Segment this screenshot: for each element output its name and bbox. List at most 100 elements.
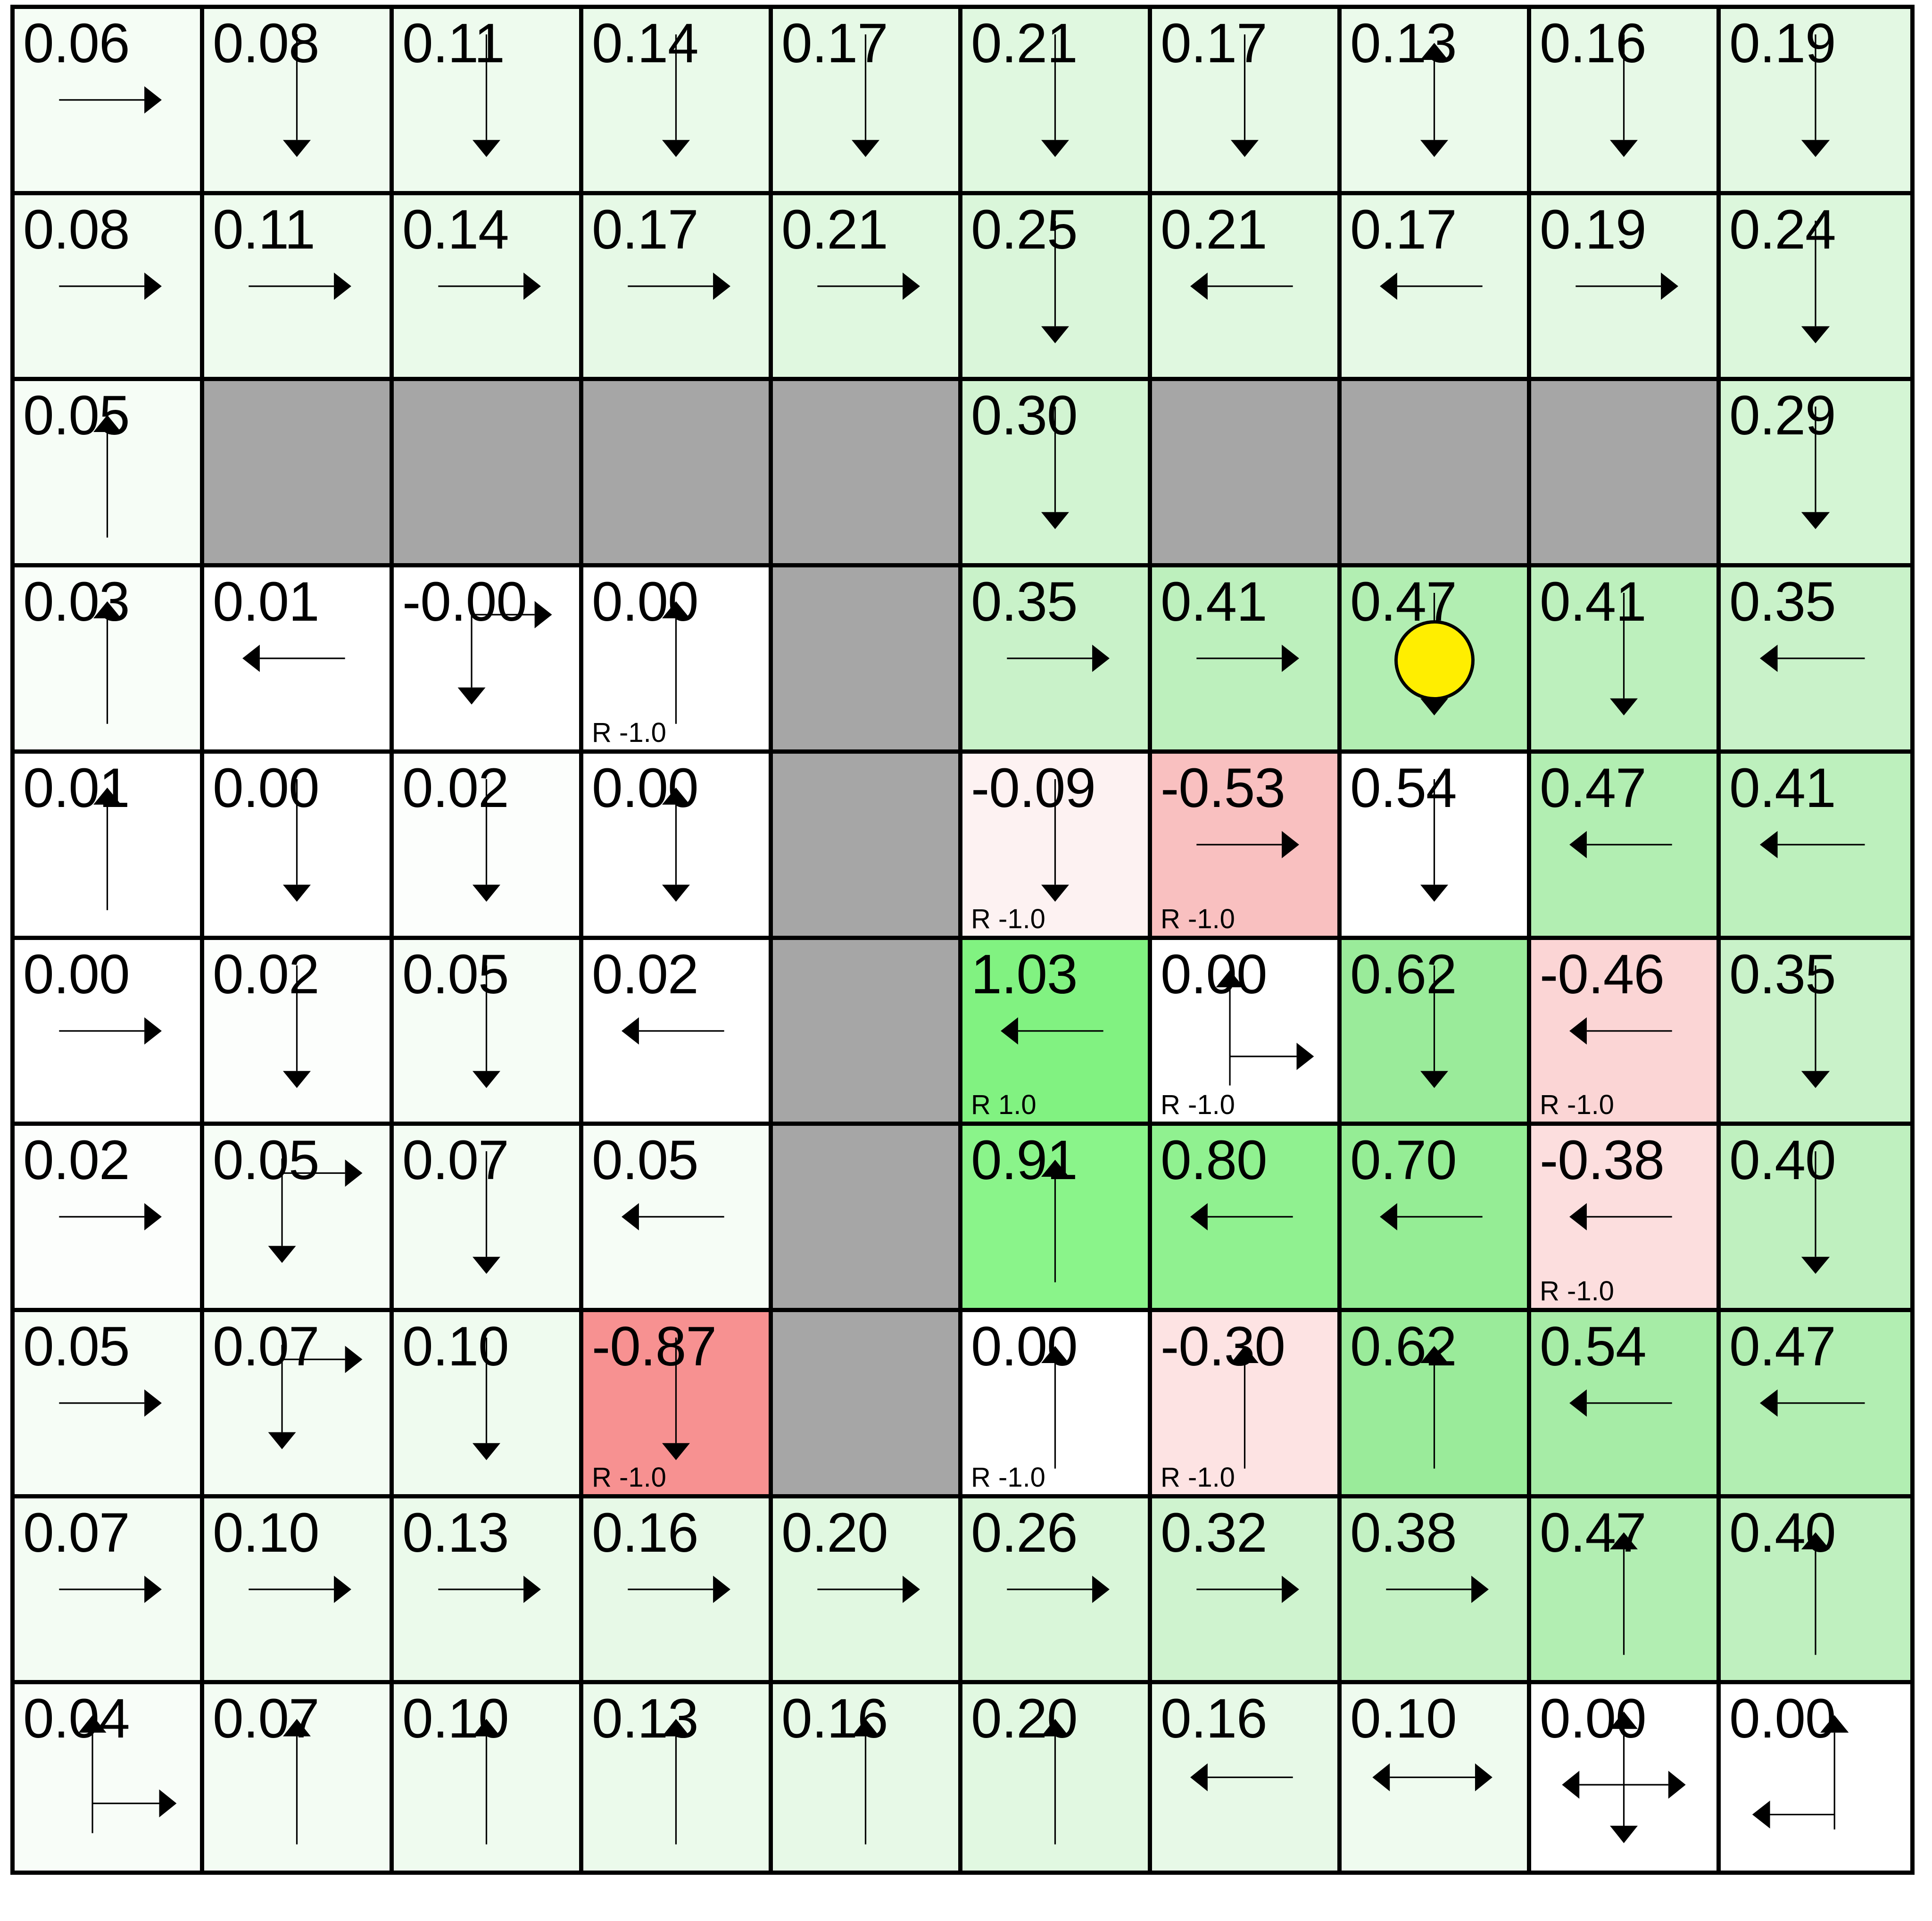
state-value: 0.08: [23, 198, 130, 261]
state-value: -0.30: [1161, 1315, 1285, 1378]
state-cell: 0.17: [773, 9, 962, 195]
state-cell: 0.41: [1721, 753, 1910, 940]
state-value: 0.19: [1540, 198, 1647, 261]
state-cell: 0.91: [962, 1126, 1152, 1312]
state-cell: 0.24: [1721, 195, 1910, 382]
state-value: 0.05: [402, 943, 509, 1006]
state-value: 0.35: [971, 571, 1078, 633]
state-value: 0.10: [402, 1688, 509, 1750]
state-cell: 0.16: [1152, 1684, 1342, 1871]
state-cell: 0.10: [394, 1684, 583, 1871]
state-value: -0.46: [1540, 943, 1665, 1006]
state-cell: 0.02: [15, 1126, 204, 1312]
state-value: 0.16: [592, 1501, 699, 1564]
state-value: -0.53: [1161, 757, 1285, 819]
state-value: 0.07: [213, 1688, 320, 1750]
reward-label: R -1.0: [971, 1462, 1045, 1493]
state-cell: 0.10: [204, 1498, 394, 1685]
state-value: 0.00: [971, 1315, 1078, 1378]
agent-circle-icon: [1394, 620, 1475, 701]
state-value: 0.02: [592, 943, 699, 1006]
state-cell: 0.47: [1531, 1498, 1721, 1685]
state-value: 0.80: [1161, 1129, 1268, 1192]
state-cell: 0.00 R -1.0: [962, 1312, 1152, 1498]
state-cell: 0.41: [1531, 567, 1721, 754]
state-cell: 0.35: [1721, 567, 1910, 754]
state-value: 0.62: [1350, 1315, 1457, 1378]
state-cell: 0.14: [583, 9, 773, 195]
state-value: 0.06: [23, 12, 130, 75]
state-cell: 0.10: [394, 1312, 583, 1498]
state-cell: 0.02: [394, 753, 583, 940]
state-value: 0.70: [1350, 1129, 1457, 1192]
state-cell: 0.00: [1721, 1684, 1910, 1871]
state-value: 0.05: [213, 1129, 320, 1192]
state-cell: 0.20: [773, 1498, 962, 1685]
state-value: 0.21: [971, 12, 1078, 75]
state-cell: 0.08: [15, 195, 204, 382]
state-value: 0.62: [1350, 943, 1457, 1006]
wall-cell: [1152, 381, 1342, 568]
state-value: 0.14: [592, 12, 699, 75]
state-cell: 0.47: [1342, 567, 1531, 754]
state-cell: 0.13: [1342, 9, 1531, 195]
state-cell: -0.00: [394, 567, 583, 754]
state-value: 0.00: [592, 571, 699, 633]
state-value: -0.38: [1540, 1129, 1665, 1192]
state-value: 0.00: [1540, 1688, 1647, 1750]
state-cell: 0.04: [15, 1684, 204, 1871]
state-cell: 0.62: [1342, 1312, 1531, 1498]
state-value: 0.01: [23, 757, 130, 819]
state-value: 0.07: [402, 1129, 509, 1192]
state-cell: 0.20: [962, 1684, 1152, 1871]
state-value: 0.41: [1729, 757, 1836, 819]
state-value: 0.00: [1161, 943, 1268, 1006]
state-cell: 0.29: [1721, 381, 1910, 568]
state-value: 0.00: [592, 757, 699, 819]
state-value: 0.17: [1161, 12, 1268, 75]
reward-label: R -1.0: [1540, 1089, 1614, 1121]
state-value: 0.54: [1350, 757, 1457, 819]
wall-cell: [773, 940, 962, 1126]
state-value: 0.05: [23, 384, 130, 447]
state-cell: 0.11: [394, 9, 583, 195]
state-cell: 0.32: [1152, 1498, 1342, 1685]
state-cell: 0.01: [15, 753, 204, 940]
state-value: 0.10: [1350, 1688, 1457, 1750]
state-value: 0.20: [971, 1688, 1078, 1750]
state-cell: 0.54: [1342, 753, 1531, 940]
state-cell: 0.07: [204, 1684, 394, 1871]
state-value: 0.14: [402, 198, 509, 261]
state-cell: 0.06: [15, 9, 204, 195]
state-cell: 0.05: [583, 1126, 773, 1312]
wall-cell: [773, 567, 962, 754]
state-cell: 0.00 R -1.0: [583, 567, 773, 754]
state-cell: 0.40: [1721, 1126, 1910, 1312]
state-value: 0.11: [213, 198, 315, 261]
reward-label: R 1.0: [971, 1089, 1036, 1121]
state-value: 0.02: [23, 1129, 130, 1192]
state-value: 0.08: [213, 12, 320, 75]
state-cell: -0.30 R -1.0: [1152, 1312, 1342, 1498]
state-cell: 0.16: [773, 1684, 962, 1871]
state-cell: 0.10: [1342, 1684, 1531, 1871]
state-cell: 0.17: [583, 195, 773, 382]
state-value: 0.47: [1540, 1501, 1647, 1564]
wall-cell: [773, 753, 962, 940]
state-value: 0.13: [1350, 12, 1457, 75]
state-cell: 0.26: [962, 1498, 1152, 1685]
state-value: 0.40: [1729, 1501, 1836, 1564]
state-cell: 0.07: [204, 1312, 394, 1498]
state-value: 0.26: [971, 1501, 1078, 1564]
state-cell: 0.16: [583, 1498, 773, 1685]
state-cell: 0.70: [1342, 1126, 1531, 1312]
state-cell: 0.07: [15, 1498, 204, 1685]
state-cell: 0.16: [1531, 9, 1721, 195]
state-cell: 0.35: [962, 567, 1152, 754]
reward-label: R -1.0: [1161, 1462, 1235, 1493]
wall-cell: [583, 381, 773, 568]
state-value: 0.17: [592, 198, 699, 261]
reward-label: R -1.0: [592, 717, 666, 748]
wall-cell: [1531, 381, 1721, 568]
